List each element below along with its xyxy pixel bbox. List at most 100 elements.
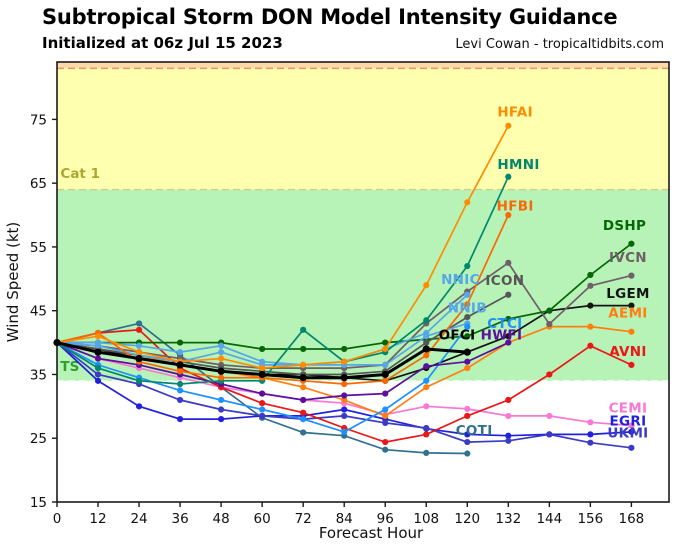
data-point-CTCI <box>464 323 471 330</box>
series-label-HFAI: HFAI <box>497 105 533 121</box>
data-point-DSHP <box>546 307 553 314</box>
series-label-UKMI: UKMI <box>607 425 648 441</box>
x-tick-label: 60 <box>254 511 271 527</box>
data-point-UKMI <box>341 412 348 420</box>
series-CTCI <box>53 323 471 435</box>
x-tick-label: 108 <box>413 511 439 527</box>
x-tick-label: 48 <box>213 511 230 527</box>
data-point-UKMI <box>464 438 471 446</box>
data-point-DSHP <box>341 345 348 353</box>
band-label-cat1: Cat 1 <box>60 166 100 182</box>
data-point-OFCI <box>340 374 348 382</box>
series-label-HMNI: HMNI <box>497 157 539 173</box>
data-point-DSHP <box>176 339 184 346</box>
x-tick-label: 72 <box>295 511 312 527</box>
y-tick-label: 75 <box>30 112 47 128</box>
series-label-HFBI: HFBI <box>497 198 534 214</box>
data-point-HWFI <box>94 355 102 362</box>
data-point-IVCN <box>628 272 635 279</box>
data-point-ICON <box>464 313 471 321</box>
series-label-AVNI: AVNI <box>609 344 647 360</box>
data-point-HMNI <box>423 317 430 324</box>
data-point-OFCI <box>94 348 102 356</box>
data-point-HFAI <box>505 122 512 129</box>
data-point-DSHP <box>259 345 266 353</box>
x-tick-label: 168 <box>619 511 645 527</box>
data-point-HMNI <box>464 262 471 270</box>
data-point-AEMI <box>423 384 430 391</box>
series-label-ICON: ICON <box>485 273 524 289</box>
data-point-CEMI <box>423 403 430 410</box>
data-point-IVCN <box>546 320 553 328</box>
data-point-NNIB <box>423 333 430 340</box>
data-point-OFCI <box>299 374 307 382</box>
data-point-OFCI <box>217 367 225 375</box>
data-point-AVNI <box>423 431 430 438</box>
data-point-HFAI <box>464 199 471 206</box>
data-point-HFBI <box>218 374 225 381</box>
data-point-HMNI <box>300 326 307 333</box>
data-point-EGRI <box>464 431 471 438</box>
data-point-HFAI <box>300 361 307 368</box>
data-point-UKMI <box>259 412 266 420</box>
series-label-HWFI: HWFI <box>481 327 523 343</box>
data-point-HFBI <box>382 377 389 384</box>
data-point-DSHP <box>628 240 635 247</box>
data-point-CTCI <box>176 387 184 394</box>
series-line-HWFI <box>56 341 509 401</box>
data-point-AVNI <box>135 326 143 333</box>
data-point-HWFI <box>505 339 512 346</box>
y-tick-label: 45 <box>30 304 47 320</box>
data-point-UKMI <box>382 419 389 427</box>
data-point-CTCI <box>341 428 348 435</box>
data-point-UKMI <box>628 444 635 451</box>
data-point-UKMI <box>176 396 184 404</box>
series-label-NNIB: NNIB <box>448 301 487 317</box>
data-point-DSHP <box>382 339 389 346</box>
data-point-AEMI <box>341 396 348 404</box>
series-line-HFAI <box>56 125 510 369</box>
data-point-HMNI <box>135 377 143 384</box>
y-axis-label: Wind Speed (kt) <box>4 222 22 343</box>
data-point-AVNI <box>464 412 471 420</box>
band-label-ts: TS <box>60 359 79 375</box>
series-UKMI <box>53 339 635 451</box>
data-point-HMNI <box>94 364 102 372</box>
data-point-COTI <box>464 450 471 457</box>
data-point-EGRI <box>218 416 225 423</box>
data-point-HFBI <box>464 301 471 308</box>
data-point-COTI <box>300 429 307 436</box>
data-point-HFAI <box>423 282 430 289</box>
band-2 <box>57 62 669 69</box>
data-point-NNIC <box>135 342 143 349</box>
data-point-ICON <box>423 339 430 346</box>
y-tick-label: 15 <box>30 495 47 511</box>
data-point-DSHP <box>505 315 512 323</box>
x-tick-label: 84 <box>336 511 353 527</box>
data-point-HWFI <box>464 358 471 365</box>
data-point-AEMI <box>300 384 307 391</box>
series-label-IVCN: IVCN <box>609 250 647 266</box>
data-point-OFCI <box>422 345 430 353</box>
data-point-LGEM <box>628 302 635 309</box>
data-point-NNIB <box>218 349 225 356</box>
data-point-AEMI <box>464 364 471 372</box>
data-point-ICON <box>505 291 512 298</box>
data-point-NNIC <box>464 291 471 298</box>
x-tick-label: 132 <box>495 511 521 527</box>
data-point-HWFI <box>259 390 266 397</box>
data-point-DSHP <box>587 271 594 279</box>
data-point-HFAI <box>135 349 143 356</box>
data-point-EGRI <box>176 416 184 423</box>
data-point-LGEM <box>587 302 594 309</box>
data-point-CTCI <box>423 377 430 384</box>
data-point-EGRI <box>628 428 635 435</box>
data-point-COTI <box>135 320 143 327</box>
data-point-NNIB <box>382 361 389 368</box>
series-label-OFCI: OFCI <box>439 327 476 343</box>
data-point-OFCI <box>258 370 266 379</box>
data-point-HMNI <box>505 173 512 180</box>
series-label-CEMI: CEMI <box>609 401 648 417</box>
data-point-EGRI <box>505 432 512 439</box>
data-point-OFCI <box>381 370 389 379</box>
